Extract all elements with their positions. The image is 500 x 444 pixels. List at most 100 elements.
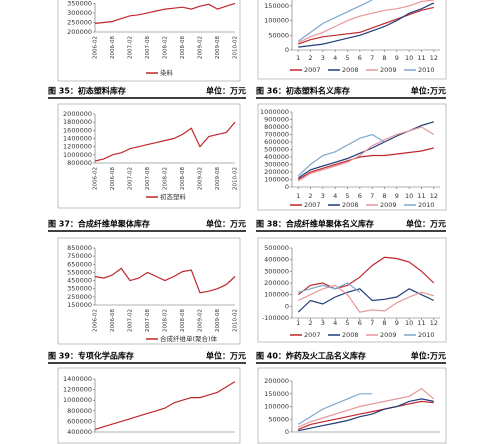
x-tick-label: 2006-08 xyxy=(110,309,116,332)
x-tick-label: 4 xyxy=(333,319,337,327)
chart-frame xyxy=(257,103,447,211)
series-line xyxy=(297,387,435,428)
series-line xyxy=(94,121,236,162)
y-tick-label: 300000 xyxy=(264,267,289,275)
x-tick-label: 4 xyxy=(333,192,337,200)
x-tick-label: 2009-08 xyxy=(215,36,221,59)
x-tick-label: 2007-02 xyxy=(128,167,134,190)
y-tick-label: 400000 xyxy=(264,153,289,161)
x-tick-label: 9 xyxy=(395,319,399,327)
caption-title: 图 36：初态塑料名义库存 xyxy=(256,86,350,96)
legend-label: 2009 xyxy=(380,331,397,339)
x-tick-label: 11 xyxy=(417,54,425,62)
series-line xyxy=(298,398,434,432)
y-tick-label: 1400000 xyxy=(63,135,92,143)
x-tick-label: 11 xyxy=(417,319,425,327)
caption-unit: 单位：万元 xyxy=(206,86,246,96)
y-tick-label: 900000 xyxy=(264,116,289,124)
y-tick-label: 300000 xyxy=(264,161,289,169)
y-tick-label: 200000 xyxy=(264,168,289,176)
y-tick-label: 150000 xyxy=(67,301,92,309)
x-tick-label: 6 xyxy=(358,54,362,62)
series-line xyxy=(297,133,385,177)
x-tick-label: 7 xyxy=(370,54,374,62)
y-tick-label: 100000 xyxy=(264,403,289,411)
series-line xyxy=(297,393,373,425)
y-tick-label: 700000 xyxy=(264,131,289,139)
y-tick-label: 2000000 xyxy=(63,110,92,118)
x-tick-label: 2008-08 xyxy=(180,36,186,59)
x-tick-label: 12 xyxy=(430,192,438,200)
legend-label: 2007 xyxy=(304,66,321,74)
y-tick-label: 600000 xyxy=(264,138,289,146)
x-tick-label: 10 xyxy=(405,192,413,200)
legend-label: 2010 xyxy=(418,201,435,209)
y-tick-label: 100000 xyxy=(264,176,289,184)
y-tick-label: 450000 xyxy=(67,277,92,285)
x-tick-label: 2008-08 xyxy=(180,309,186,332)
series-line xyxy=(298,282,361,293)
chart-frame xyxy=(257,237,447,343)
caption-title: 图 39：专项化学品库存 xyxy=(48,351,134,361)
x-tick-label: 12 xyxy=(430,319,438,327)
legend-label: 2010 xyxy=(418,66,435,74)
x-tick-label: 10 xyxy=(405,319,413,327)
y-tick-label: 200000 xyxy=(264,377,289,385)
y-tick-label: 750000 xyxy=(67,252,92,260)
x-tick-label: 2006-02 xyxy=(93,36,99,59)
chart-frame xyxy=(257,367,447,444)
legend-label: 合成纤维单(聚合)体 xyxy=(160,334,218,343)
legend-label: 2007 xyxy=(304,331,321,339)
x-tick-label: 2008-02 xyxy=(163,36,169,59)
x-tick-label: 5 xyxy=(345,54,349,62)
x-tick-label: 8 xyxy=(382,54,386,62)
x-tick-label: 2010-02 xyxy=(233,167,239,190)
x-tick-label: 1 xyxy=(296,319,300,327)
x-tick-label: 11 xyxy=(417,192,425,200)
y-tick-label: 800000 xyxy=(264,123,289,131)
y-tick-label: 600000 xyxy=(67,417,92,425)
y-tick-label: 1000000 xyxy=(63,396,92,404)
y-tick-label: 1400000 xyxy=(63,375,92,383)
x-tick-label: 2009-02 xyxy=(198,167,204,190)
x-tick-label: 2007-08 xyxy=(145,309,151,332)
chart-frame xyxy=(57,0,241,82)
y-tick-label: 500000 xyxy=(264,244,289,252)
series-line xyxy=(297,256,435,296)
legend-label: 2007 xyxy=(304,201,321,209)
y-tick-label: 400000 xyxy=(67,428,92,436)
y-tick-label: 550000 xyxy=(67,268,92,276)
chart-frame xyxy=(57,367,241,444)
y-tick-label: 0 xyxy=(285,183,289,191)
x-tick-label: 2006-08 xyxy=(110,167,116,190)
chart-frame xyxy=(257,0,447,80)
y-tick-label: 100000 xyxy=(264,17,289,25)
y-tick-label: 0 xyxy=(285,428,289,436)
x-tick-label: 6 xyxy=(358,319,362,327)
x-tick-label: 3 xyxy=(321,319,325,327)
x-tick-label: 12 xyxy=(430,54,438,62)
x-tick-label: 7 xyxy=(370,192,374,200)
legend-label: 2009 xyxy=(380,201,397,209)
y-tick-label: 500000 xyxy=(264,146,289,154)
x-tick-label: 2 xyxy=(308,54,312,62)
y-tick-label: 350000 xyxy=(67,0,92,7)
y-tick-label: 1000000 xyxy=(260,108,289,116)
x-tick-label: 2008-02 xyxy=(163,167,169,190)
x-tick-label: 5 xyxy=(345,319,349,327)
x-tick-label: 1 xyxy=(296,192,300,200)
x-tick-label: 2006-02 xyxy=(93,167,99,190)
x-tick-label: 8 xyxy=(382,192,386,200)
x-tick-label: 2007-02 xyxy=(128,36,134,59)
legend-label: 2008 xyxy=(342,201,359,209)
y-tick-label: 1200000 xyxy=(63,143,92,151)
series-line xyxy=(297,288,435,313)
x-tick-label: 9 xyxy=(395,192,399,200)
chart-frame xyxy=(57,103,241,209)
x-tick-label: 2009-08 xyxy=(215,309,221,332)
y-tick-label: 50000 xyxy=(268,31,289,39)
y-tick-label: 250000 xyxy=(67,293,92,301)
caption-title: 图 40：炸药及火工品名义库存 xyxy=(256,351,366,361)
x-tick-label: 2008-02 xyxy=(163,309,169,332)
